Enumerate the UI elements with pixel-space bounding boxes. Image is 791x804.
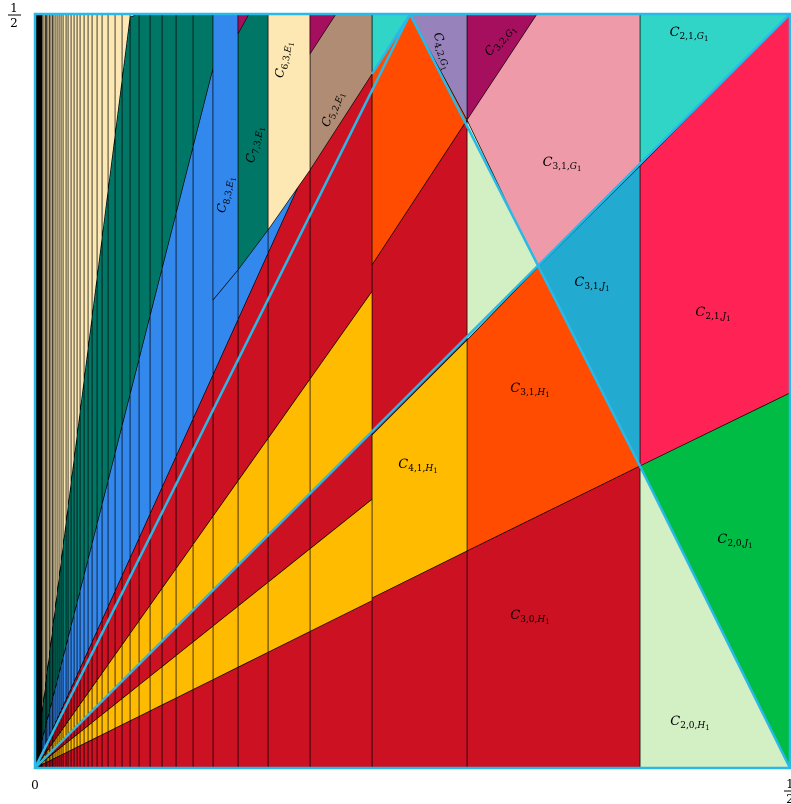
fan-strip-10-6 (121, 17, 131, 427)
fan-strip-20-7 (73, 13, 78, 460)
y-axis-top-label: 1 2 (8, 1, 21, 30)
fan-strip-21-7 (70, 13, 75, 484)
label-C31J1: C3,1,J1 (574, 275, 609, 293)
fan-strip-17-7 (83, 13, 89, 381)
fan-strip-3-0 (212, 666, 239, 769)
boundary-short (370, 13, 412, 75)
fan-strip-24-7 (62, 13, 67, 547)
fan-strip-14-7 (96, 13, 103, 278)
fan-strip-13-6 (101, 190, 109, 505)
fan-strip-8-6 (138, 13, 151, 360)
fan-strip-12-6 (107, 135, 116, 482)
label-C83E1: C8,3,E1 (214, 175, 238, 215)
label-C21G1: C2,1,G1 (670, 25, 709, 43)
fan-strip-1-0 (267, 630, 311, 769)
label-C73E1: C7,3,E1 (243, 125, 267, 165)
fan-strip-7-0 (149, 704, 163, 769)
x-right-numerator: 1 (786, 777, 791, 791)
boundary-lines (33, 12, 791, 770)
fan-strip-15-6 (91, 277, 98, 544)
fan-strip-15-0 (91, 736, 98, 769)
fan-strip-19-6 (76, 412, 81, 603)
fan-strip-14-6 (96, 238, 103, 525)
fan-strip-19-5 (76, 591, 81, 676)
x-origin-label: 0 (31, 778, 39, 792)
fan-strip-2-0 (237, 651, 269, 769)
fan-strip-22-0 (67, 749, 72, 769)
label-C41H1: C4,1,H1 (398, 457, 437, 475)
fan-strip-21-6 (70, 459, 75, 627)
fan-strip-6-0 (161, 697, 177, 769)
axis-labels: 1 2 0 1 2 (8, 1, 791, 804)
boundary-wedge-right (408, 13, 642, 467)
fan-strip-13-0 (101, 731, 109, 769)
label-C31G1: C3,1,G1 (543, 155, 582, 173)
fan-strip-9-6 (129, 13, 140, 395)
fan-strip-8-0 (138, 710, 151, 769)
fan-strip-5-0 (175, 689, 194, 769)
boundary-lower-right (638, 465, 791, 769)
label-C63E1: C6,3,E1 (272, 40, 296, 80)
label-C21J1: C2,1,J1 (695, 305, 730, 323)
fan-strip-19-0 (76, 745, 81, 769)
x-axis-right-label: 1 2 (784, 777, 791, 804)
label-C20J1: C2,0,J1 (717, 532, 752, 550)
fan-strip-16-0 (87, 739, 93, 769)
fan-strip-16-7 (87, 13, 93, 350)
fan-strip-16-5 (87, 543, 93, 652)
label-C31H1: C3,1,H1 (510, 381, 549, 399)
fan-strip-15-7 (91, 13, 98, 318)
fan-strip-12-0 (107, 727, 116, 769)
fan-strip-20-0 (73, 746, 78, 769)
fan-strip-20-5 (73, 602, 78, 682)
label-C20H1: C2,0,H1 (670, 714, 709, 732)
fan-strip-19-7 (76, 13, 81, 437)
boundary-ray-diagonal (34, 13, 791, 769)
fan-strip-11-6 (114, 80, 123, 454)
fan-strip-17-6 (83, 349, 89, 576)
strip-fan (41, 13, 373, 769)
frame-border (33, 12, 791, 770)
fan-strip-37-7 (41, 13, 44, 713)
fan-strip-22-7 (67, 13, 72, 508)
fan-strip-20-6 (73, 435, 78, 615)
fan-strip-18-6 (79, 380, 85, 592)
fan-strip-7-6 (149, 13, 163, 316)
fan-strip-11-0 (114, 724, 123, 769)
region-labels: C2,0,H1 C2,0,J1 C2,1,J1 C2,1,G1 C3,1,G1 C3,1,… (214, 25, 753, 732)
y-top-numerator: 1 (10, 1, 18, 15)
fan-strip-11-5 (114, 425, 123, 592)
fan-strip-16-6 (87, 317, 93, 560)
fan-strip-21-0 (70, 748, 75, 769)
fan-strip-9-0 (129, 715, 140, 769)
fan-strip-17-0 (83, 741, 89, 769)
fan-strip-18-0 (79, 743, 85, 769)
x-right-denominator: 2 (786, 792, 791, 804)
label-C30H1: C3,0,H1 (510, 608, 549, 626)
fan-strip-17-5 (83, 559, 89, 660)
boundary-ray-steep (33, 13, 412, 769)
fan-strip-4-0 (192, 679, 214, 769)
y-top-denominator: 2 (10, 16, 18, 30)
fan-strip-18-7 (79, 13, 85, 413)
region-C83E1 (212, 13, 239, 301)
fan-strip-22-6 (67, 483, 72, 639)
fan-strip-10-0 (121, 720, 131, 769)
fan-strip-24-0 (62, 752, 67, 769)
fan-strip-14-0 (96, 734, 103, 769)
fan-strip-14-5 (96, 504, 103, 632)
